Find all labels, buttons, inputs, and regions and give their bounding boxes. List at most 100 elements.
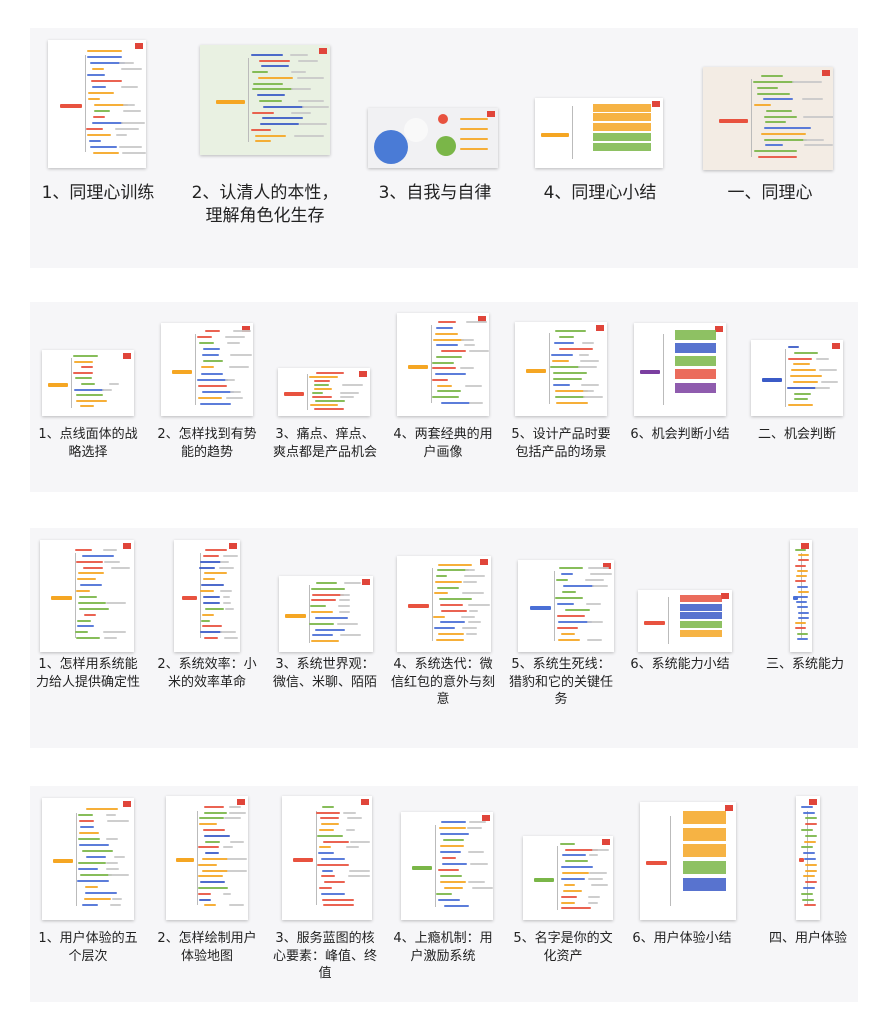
branch-line <box>229 366 249 368</box>
mindmap-thumbnail[interactable] <box>751 340 843 416</box>
branch-line <box>77 620 91 622</box>
item-title[interactable]: 一、同理心 <box>727 183 813 203</box>
branch-line <box>788 346 799 348</box>
mindmap-thumbnail[interactable] <box>166 796 248 920</box>
item-title[interactable]: 四、用户体验 <box>768 931 847 946</box>
branch-line <box>340 634 361 636</box>
item-title[interactable]: 2、怎样找到有势能的趋势 <box>157 427 257 460</box>
branch-line <box>438 321 456 323</box>
branch-line <box>766 110 792 112</box>
connector <box>309 585 310 643</box>
mindmap-thumbnail[interactable] <box>523 836 613 920</box>
branch-line <box>803 887 815 889</box>
mindmap-thumbnail[interactable] <box>397 313 489 416</box>
mindmap-thumbnail[interactable] <box>279 576 373 652</box>
branch-line <box>225 379 235 381</box>
branch-line <box>590 573 612 575</box>
item-title[interactable]: 4、系统迭代：微信红包的意外与刻意 <box>390 657 495 708</box>
mindmap-thumbnail[interactable] <box>535 98 663 168</box>
item-title[interactable]: 3、服务蓝图的核心要素：峰值、终值 <box>272 931 377 982</box>
branch-line <box>339 599 350 601</box>
branch-line <box>314 384 329 386</box>
item-title[interactable]: 1、用户体验的五个层次 <box>38 931 138 964</box>
mindmap-thumbnail[interactable] <box>174 540 240 652</box>
item-title[interactable]: 5、名字是你的文化资产 <box>513 931 613 964</box>
mindmap-thumbnail[interactable] <box>515 322 607 416</box>
mindmap-thumbnail[interactable] <box>790 540 812 652</box>
mindmap-thumbnail[interactable] <box>161 323 253 416</box>
item-title[interactable]: 6、系统能力小结 <box>630 657 730 672</box>
mindmap-thumbnail[interactable] <box>638 590 732 652</box>
item-title[interactable]: 4、同理心小结 <box>543 183 657 203</box>
branch-line <box>107 820 129 822</box>
summary-block <box>680 604 722 611</box>
item-title[interactable]: 6、用户体验小结 <box>632 931 732 946</box>
item-title[interactable]: 3、痛点、痒点、爽点都是产品机会 <box>272 427 377 460</box>
connector <box>785 349 786 407</box>
item-title[interactable]: 2、系统效率：小米的效率革命 <box>157 657 257 690</box>
branch-line <box>314 388 332 390</box>
branch-line <box>76 637 100 639</box>
branch-line <box>761 75 783 77</box>
mindmap-thumbnail[interactable] <box>368 108 498 168</box>
branch-line <box>198 846 219 848</box>
mindmap-thumbnail[interactable] <box>796 796 820 920</box>
mindmap-thumbnail[interactable] <box>42 798 134 920</box>
mindmap-thumbnail[interactable] <box>640 802 736 920</box>
mindmap-thumbnail[interactable] <box>282 796 372 920</box>
branch-line <box>76 394 103 396</box>
branch-line <box>581 384 599 386</box>
item-title[interactable]: 1、点线面体的战略选择 <box>38 427 138 460</box>
branch-line <box>805 835 817 837</box>
branch-line <box>80 826 94 828</box>
root-node <box>644 621 665 625</box>
branch-line <box>321 823 339 825</box>
branch-line <box>251 129 271 131</box>
branch-line <box>469 821 486 823</box>
branch-line <box>460 128 488 130</box>
item-title[interactable]: 1、怎样用系统能力给人提供确定性 <box>35 657 140 690</box>
branch-line <box>444 905 469 907</box>
mindmap-thumbnail[interactable] <box>278 368 370 416</box>
branch-line <box>565 609 590 611</box>
item-title[interactable]: 1、同理心训练 <box>41 183 155 203</box>
branch-line <box>230 391 241 393</box>
connector <box>663 334 664 405</box>
item-title[interactable]: 4、上瘾机制：用户激励系统 <box>393 931 493 964</box>
mindmap-thumbnail[interactable] <box>518 560 614 652</box>
mindmap-thumbnail[interactable] <box>401 812 493 920</box>
item-title[interactable]: 4、两套经典的用户画像 <box>393 427 493 460</box>
branch-line <box>440 833 469 835</box>
item-title[interactable]: 5、设计产品时要包括产品的场景 <box>511 427 611 460</box>
item-title[interactable]: 2、怎样绘制用户体验地图 <box>157 931 257 964</box>
item-title[interactable]: 6、机会判断小结 <box>630 427 730 442</box>
mindmap-thumbnail[interactable] <box>634 323 726 416</box>
connector <box>554 571 555 641</box>
branch-line <box>444 887 463 889</box>
item-title[interactable]: 二、机会判断 <box>757 427 836 442</box>
item-title[interactable]: 三、系统能力 <box>765 657 844 672</box>
item-title[interactable]: 3、系统世界观：微信、米聊、陌陌 <box>272 657 377 690</box>
branch-line <box>317 835 343 837</box>
branch-line <box>465 569 475 571</box>
branch-line <box>816 358 829 360</box>
branch-line <box>252 112 274 114</box>
item-title[interactable]: 3、自我与自律 <box>378 183 492 203</box>
item-title[interactable]: 5、系统生死线：猎豹和它的关键任务 <box>508 657 613 708</box>
mindmap-thumbnail[interactable] <box>703 67 833 170</box>
branch-line <box>555 396 585 398</box>
branch-line <box>441 350 466 352</box>
corner-tag <box>359 371 367 377</box>
mindmap-thumbnail[interactable] <box>48 40 146 168</box>
mindmap-thumbnail[interactable] <box>397 556 491 652</box>
branch-line <box>227 342 240 344</box>
item-title[interactable]: 2、认清人的本性，理解角色化生存 <box>191 183 339 226</box>
branch-line <box>202 391 234 393</box>
mindmap-thumbnail[interactable] <box>200 45 330 155</box>
mindmap-thumbnail[interactable] <box>40 540 134 652</box>
mindmap-thumbnail[interactable] <box>42 350 134 416</box>
branch-line <box>580 360 599 362</box>
corner-tag <box>596 325 604 331</box>
branch-line <box>297 77 324 79</box>
summary-block <box>675 343 716 353</box>
